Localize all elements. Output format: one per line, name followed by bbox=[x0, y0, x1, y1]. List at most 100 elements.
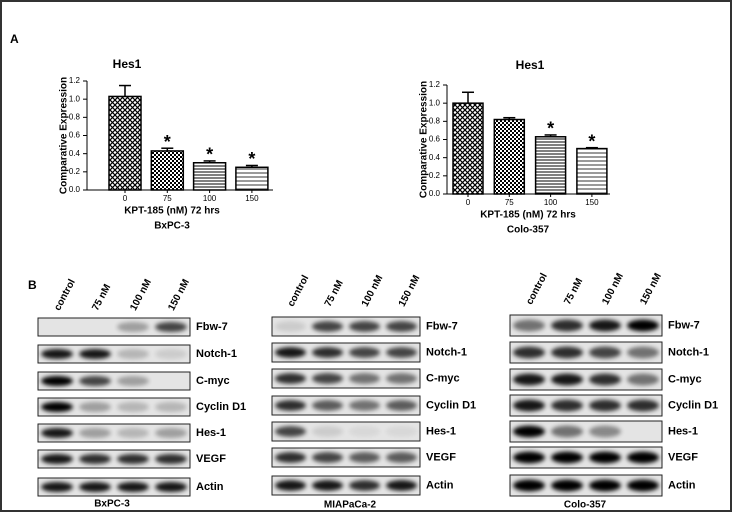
band bbox=[385, 480, 418, 491]
blot-strip bbox=[271, 368, 421, 389]
band bbox=[551, 479, 583, 492]
bar bbox=[235, 166, 269, 191]
band bbox=[513, 479, 545, 492]
band bbox=[79, 453, 111, 465]
protein-label: Fbw-7 bbox=[196, 321, 228, 333]
band bbox=[117, 401, 149, 413]
protein-label: Cyclin D1 bbox=[426, 399, 476, 411]
band bbox=[551, 451, 583, 464]
blot-strip bbox=[37, 423, 191, 443]
band bbox=[627, 319, 659, 332]
x-tick-label: 100 bbox=[544, 198, 558, 207]
band bbox=[41, 348, 73, 360]
band bbox=[385, 426, 418, 437]
band bbox=[274, 426, 307, 437]
protein-label: Fbw-7 bbox=[668, 319, 700, 331]
band bbox=[627, 346, 659, 359]
band bbox=[155, 427, 187, 439]
band bbox=[513, 425, 545, 438]
blot-strip bbox=[509, 420, 663, 443]
band bbox=[589, 399, 621, 412]
band bbox=[311, 400, 344, 411]
band bbox=[117, 348, 149, 360]
blot-strip bbox=[271, 475, 421, 496]
y-axis-label: Comparative Expression bbox=[419, 81, 430, 198]
band bbox=[589, 346, 621, 359]
x-axis-label: KPT-185 (nM) 72 hrs bbox=[124, 206, 220, 217]
chart-subtitle: Colo-357 bbox=[507, 225, 550, 236]
cell-line-label: Colo-357 bbox=[564, 500, 607, 511]
y-tick-label: 0.8 bbox=[429, 116, 441, 125]
cell-line-label: BxPC-3 bbox=[94, 499, 130, 510]
band bbox=[513, 373, 545, 386]
protein-label: Hes-1 bbox=[668, 425, 698, 437]
band bbox=[627, 451, 659, 464]
blot-strip bbox=[37, 371, 191, 391]
band bbox=[513, 319, 545, 332]
band bbox=[41, 427, 73, 439]
blot-strip bbox=[509, 474, 663, 497]
band bbox=[274, 480, 307, 491]
y-tick-label: 0.6 bbox=[69, 131, 81, 140]
protein-label: C-myc bbox=[426, 372, 460, 384]
protein-label: Cyclin D1 bbox=[668, 399, 718, 411]
band bbox=[551, 399, 583, 412]
band bbox=[274, 400, 307, 411]
band bbox=[117, 427, 149, 439]
protein-label: Cyclin D1 bbox=[196, 401, 246, 413]
band bbox=[79, 427, 111, 439]
blot-strip bbox=[37, 317, 191, 337]
band bbox=[551, 346, 583, 359]
protein-label: Notch-1 bbox=[196, 348, 237, 360]
blot-strip bbox=[509, 314, 663, 337]
blot-strip bbox=[37, 344, 191, 364]
band bbox=[385, 373, 418, 384]
band bbox=[348, 452, 381, 463]
bar bbox=[493, 118, 526, 195]
y-tick-label: 1.0 bbox=[429, 98, 441, 107]
band bbox=[79, 401, 111, 413]
chart-subtitle: BxPC-3 bbox=[154, 221, 190, 232]
chart-title: Hes1 bbox=[113, 57, 142, 71]
protein-label: Actin bbox=[668, 479, 696, 491]
significance-mark: * bbox=[206, 145, 213, 165]
protein-label: C-myc bbox=[668, 373, 702, 385]
band bbox=[551, 373, 583, 386]
band bbox=[79, 375, 111, 387]
band bbox=[311, 480, 344, 491]
blot-strip bbox=[271, 342, 421, 363]
band bbox=[627, 373, 659, 386]
band bbox=[348, 480, 381, 491]
bar bbox=[576, 147, 608, 195]
y-tick-label: 0.4 bbox=[429, 153, 441, 162]
protein-label: Notch-1 bbox=[426, 346, 467, 358]
band bbox=[385, 452, 418, 463]
band bbox=[589, 479, 621, 492]
x-tick-label: 150 bbox=[245, 194, 259, 203]
blot-strip bbox=[271, 421, 421, 442]
band bbox=[155, 481, 187, 493]
y-tick-label: 1.2 bbox=[429, 80, 441, 89]
significance-mark: * bbox=[588, 131, 595, 151]
band bbox=[348, 400, 381, 411]
bar bbox=[534, 136, 567, 195]
protein-label: VEGF bbox=[426, 451, 456, 463]
band bbox=[274, 373, 307, 384]
blot-strip bbox=[37, 397, 191, 417]
band bbox=[155, 453, 187, 465]
band bbox=[274, 321, 307, 332]
x-tick-label: 75 bbox=[163, 194, 172, 203]
protein-label: Hes-1 bbox=[426, 425, 456, 437]
band bbox=[155, 348, 187, 360]
significance-mark: * bbox=[164, 132, 171, 152]
band bbox=[551, 319, 583, 332]
band bbox=[311, 452, 344, 463]
y-tick-label: 0.0 bbox=[429, 189, 441, 198]
protein-label: Notch-1 bbox=[668, 346, 709, 358]
y-tick-label: 0.0 bbox=[69, 185, 81, 194]
band bbox=[41, 453, 73, 465]
x-tick-label: 0 bbox=[466, 198, 471, 207]
band bbox=[385, 400, 418, 411]
band bbox=[155, 321, 187, 333]
band bbox=[117, 481, 149, 493]
